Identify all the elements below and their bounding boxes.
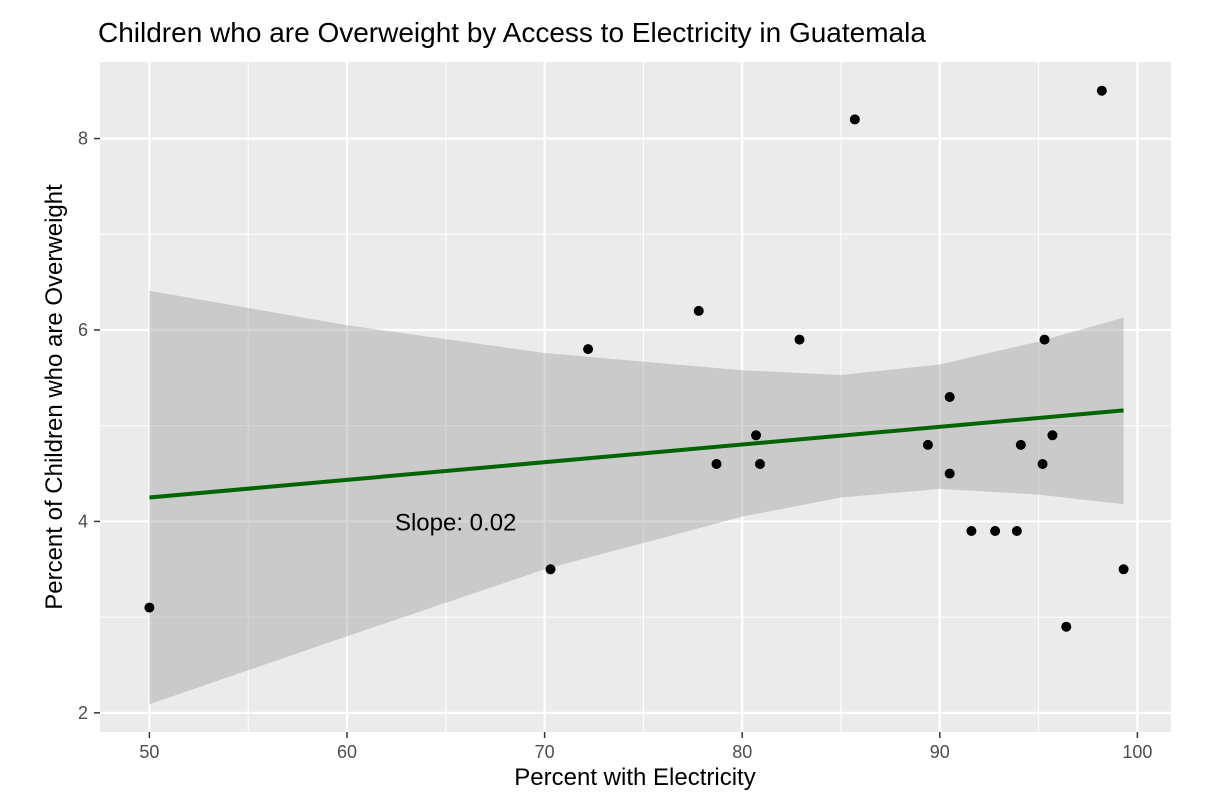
data-point <box>144 602 155 613</box>
data-point <box>1118 564 1129 575</box>
confidence-band <box>149 290 1124 705</box>
data-point <box>1096 85 1107 96</box>
major-gridlines <box>100 62 1171 732</box>
data-point <box>966 526 977 536</box>
data-point <box>754 459 765 469</box>
minor-gridlines <box>100 62 1171 732</box>
trend-line-layer <box>149 408 1124 500</box>
data-point <box>545 564 556 575</box>
y-tick-label: 8 <box>78 129 88 149</box>
data-point <box>1015 439 1026 450</box>
data-point <box>1011 526 1022 536</box>
y-axis-title: Percent of Children who are Overweight <box>41 184 68 610</box>
x-tick-label: 90 <box>930 742 950 762</box>
data-point <box>1039 334 1050 345</box>
x-axis-title: Percent with Electricity <box>514 764 755 791</box>
data-point <box>693 305 704 316</box>
data-point <box>1047 430 1058 441</box>
y-axis: 2 4 6 8 <box>78 129 100 723</box>
plot-panel <box>100 62 1171 732</box>
data-point <box>583 344 594 355</box>
data-point <box>990 526 1001 536</box>
data-point <box>922 439 933 450</box>
x-tick-label: 50 <box>139 742 159 762</box>
data-point <box>1061 621 1072 632</box>
data-point <box>944 392 955 402</box>
confidence-band-layer <box>149 290 1124 705</box>
slope-annotation: Slope: 0.02 <box>395 509 516 536</box>
data-point <box>751 430 762 441</box>
chart-title: Children who are Overweight by Access to… <box>98 17 926 48</box>
x-tick-label: 70 <box>535 742 555 762</box>
y-tick-label: 2 <box>78 703 88 723</box>
data-point <box>944 468 955 479</box>
x-tick-label: 100 <box>1122 742 1152 762</box>
annotation-layer: Slope: 0.02 <box>395 509 516 536</box>
data-point <box>849 114 860 125</box>
data-point <box>711 459 722 469</box>
trend-line <box>149 408 1124 500</box>
data-point <box>1037 459 1048 469</box>
y-tick-label: 4 <box>78 511 88 531</box>
x-tick-label: 60 <box>337 742 357 762</box>
x-tick-label: 80 <box>732 742 752 762</box>
y-tick-label: 6 <box>78 320 88 340</box>
data-point <box>794 334 805 345</box>
x-axis: 50 60 70 80 90 100 <box>139 732 1152 762</box>
data-points <box>144 85 1129 632</box>
